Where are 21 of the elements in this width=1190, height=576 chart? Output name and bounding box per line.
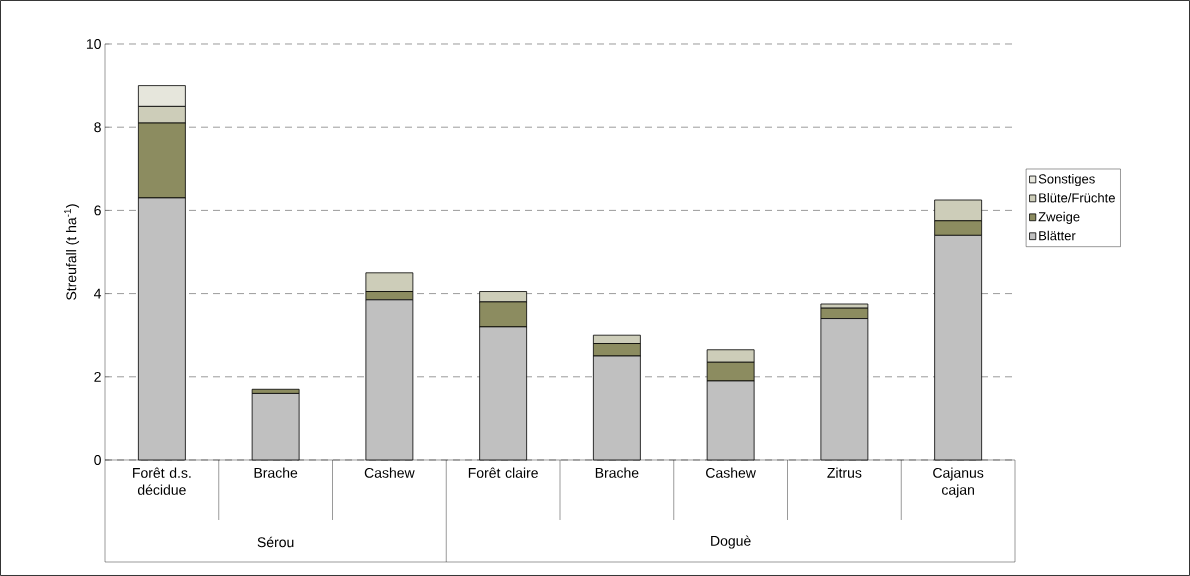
x-tick-label: Zitrus <box>827 467 862 478</box>
x-tick-label: Cashew <box>364 467 415 478</box>
y-tick-label: 0 <box>94 455 101 465</box>
x-tick-label: Cajanus cajan <box>933 467 984 498</box>
y-tick-label: 4 <box>94 288 102 299</box>
legend-label: Blüte/Früchte <box>1039 192 1115 203</box>
legend-label: Sonstiges <box>1038 173 1095 187</box>
x-tick-label: Forêt d.s. décidue <box>133 467 191 495</box>
text: Sérou <box>257 536 294 548</box>
y-tick-label: 10 <box>86 39 101 49</box>
x-tick-label: Forêt claire <box>468 467 538 478</box>
x-tick-label: Brache <box>595 467 639 478</box>
y-axis-title: Streufall (t ha$^{-1}$) <box>64 204 80 300</box>
text: Doguè <box>711 535 751 549</box>
x-tick-label: Brache <box>254 467 298 478</box>
legend-label: Zweige <box>1038 211 1080 224</box>
legend-label: Blätter <box>1039 230 1076 241</box>
y-tick-label: 2 <box>94 371 101 382</box>
y-tick-label: 6 <box>94 205 101 216</box>
x-tick-label: Cashew <box>706 467 756 478</box>
y-tick-label: 8 <box>94 122 101 133</box>
